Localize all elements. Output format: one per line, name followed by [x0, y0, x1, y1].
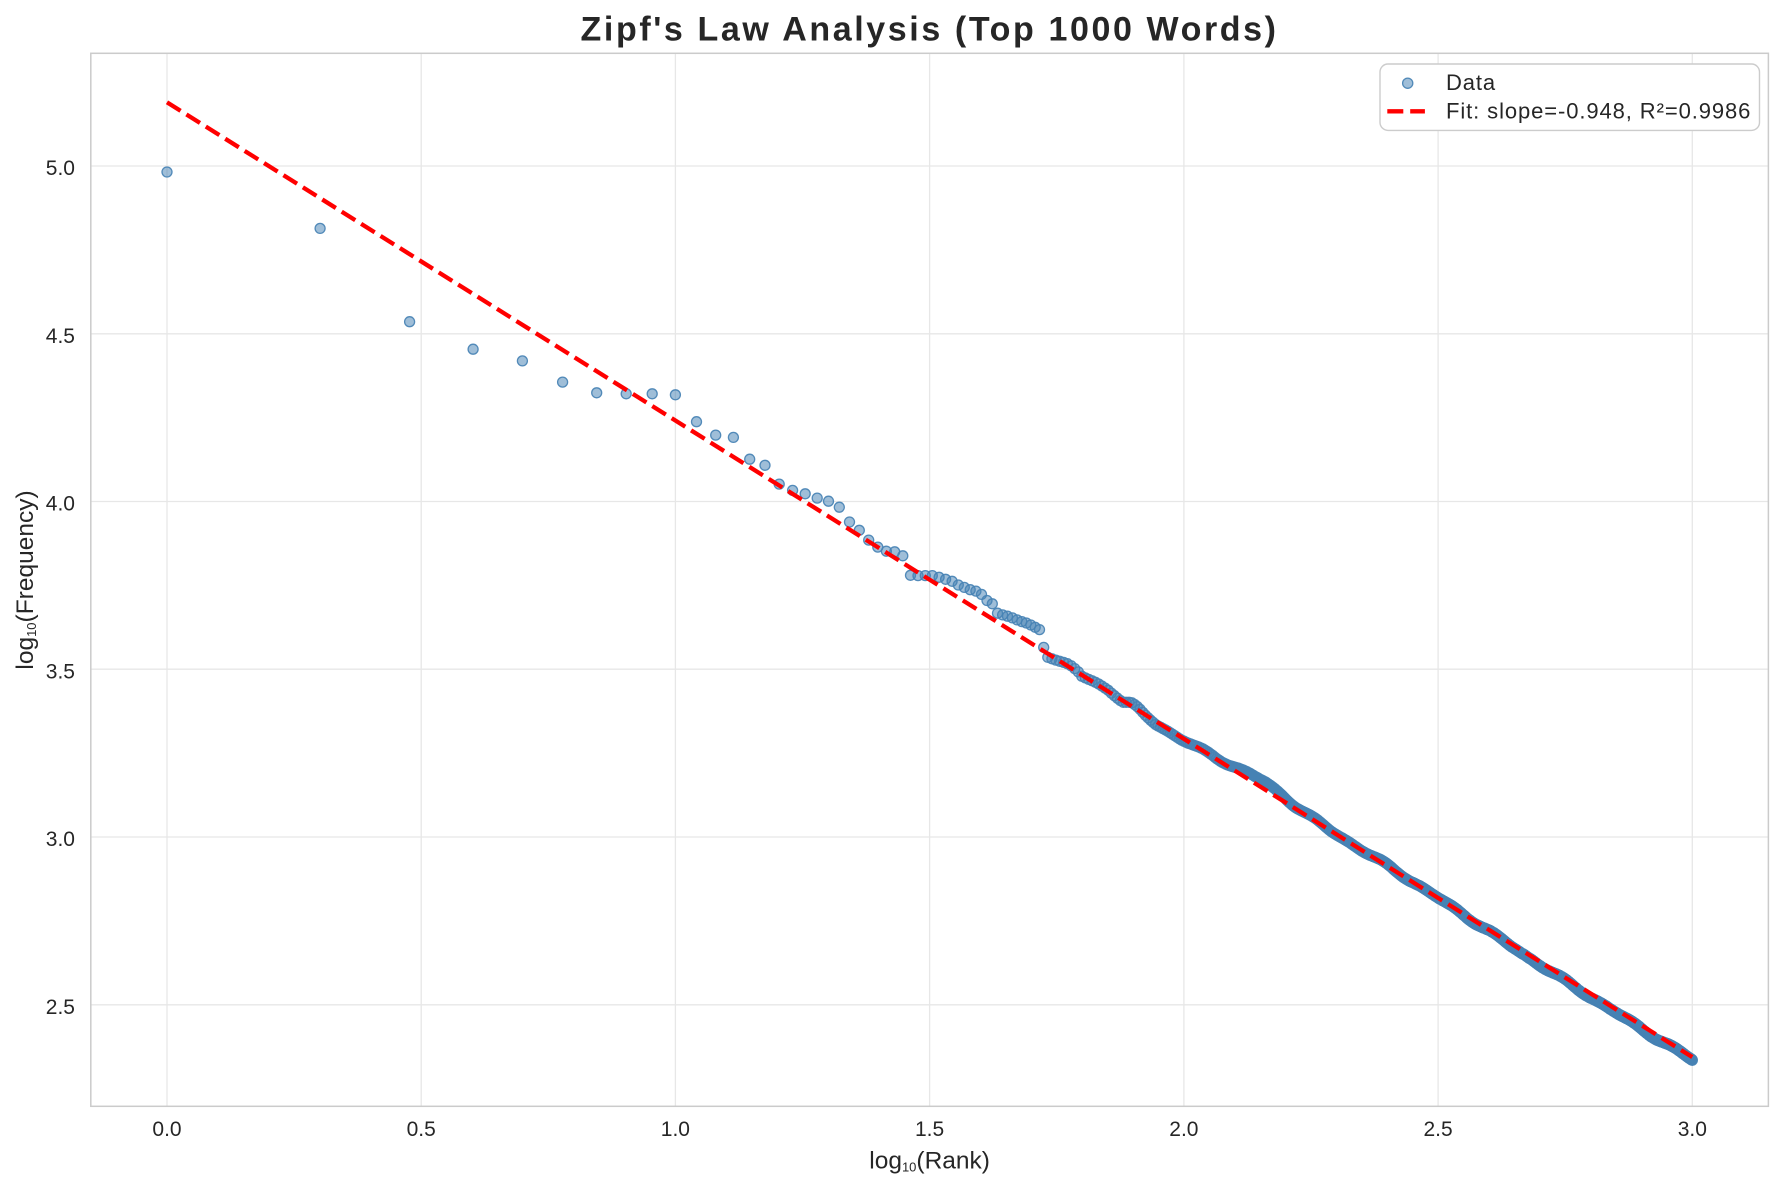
svg-text:5.0: 5.0 [46, 157, 75, 180]
svg-text:Fit: slope=-0.948, R²=0.9986: Fit: slope=-0.948, R²=0.9986 [1446, 99, 1751, 124]
svg-text:log10(Frequency): log10(Frequency) [12, 490, 39, 669]
svg-text:4.5: 4.5 [46, 325, 75, 348]
svg-text:2.0: 2.0 [1169, 1118, 1198, 1141]
svg-text:1.0: 1.0 [661, 1118, 690, 1141]
svg-text:3.0: 3.0 [1678, 1118, 1707, 1141]
svg-text:0.5: 0.5 [407, 1118, 436, 1141]
svg-text:2.5: 2.5 [1423, 1118, 1452, 1141]
svg-text:1.5: 1.5 [915, 1118, 944, 1141]
svg-text:2.5: 2.5 [46, 996, 75, 1019]
svg-text:3.5: 3.5 [46, 661, 75, 684]
svg-text:Zipf's Law Analysis (Top 1000: Zipf's Law Analysis (Top 1000 Words) [581, 10, 1279, 48]
svg-text:log10(Rank): log10(Rank) [869, 1147, 990, 1174]
svg-text:3.0: 3.0 [46, 828, 75, 851]
svg-text:4.0: 4.0 [46, 493, 75, 516]
svg-text:Data: Data [1446, 70, 1496, 95]
svg-text:0.0: 0.0 [152, 1118, 181, 1141]
